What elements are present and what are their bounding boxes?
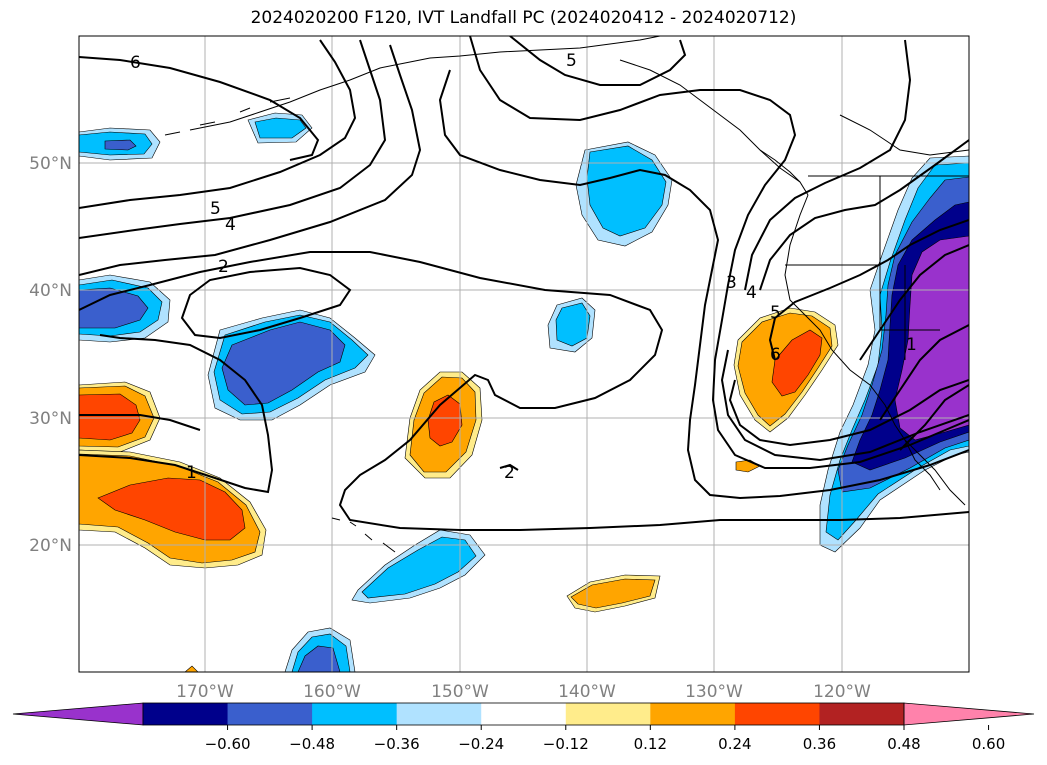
contour-inner-loop [728,379,969,447]
contour-label: 5 [566,51,577,71]
ivt-contours [79,36,969,531]
colorbar-tick-label: −0.36 [374,735,420,753]
colorbar: −0.60 −0.48 −0.36 −0.24 −0.12 0.12 0.24 0.36 0.4… [12,702,1035,753]
contour-nepac-2 [469,36,969,469]
contour-coast-3 [899,384,969,451]
contour-label: 4 [746,283,757,303]
lon-label: 170°W [176,682,234,702]
anomaly-region-small-blob-core [555,302,591,347]
lon-label: 130°W [685,682,743,702]
colorbar-tick-label: 0.24 [718,735,751,753]
lat-label: 20°N [29,536,72,556]
alaska-coast [189,36,661,131]
lon-label: 120°W [813,682,871,702]
map-frame [78,35,970,673]
colorbar-ticks: −0.60 −0.48 −0.36 −0.24 −0.12 0.12 0.24 0.36 0.4… [205,725,1005,753]
colorbar-cell [143,703,229,725]
lat-label: 40°N [29,281,72,301]
colorbar-tick-label: −0.60 [205,735,251,753]
lon-label: 160°W [303,682,361,702]
longitude-labels: 170°W 160°W 150°W 140°W 130°W 120°W [176,682,871,702]
contour-label: 6 [770,345,781,365]
contour-5-west [79,39,357,209]
colorbar-tick-label: −0.24 [458,735,504,753]
contour-coast-1 [859,244,969,361]
anomaly-region-topleft-royal [104,139,137,151]
contour-label: 5 [210,199,221,219]
colorbar-tick-label: −0.48 [289,735,335,753]
filled-anomaly-layer [79,112,969,672]
colorbar-cell [481,703,567,725]
contour-label: 5 [770,303,781,323]
vancouver-island [759,149,801,183]
anomaly-region-nepac-sky [586,145,667,237]
lat-label: 30°N [29,409,72,429]
contour-inner-4 [744,39,912,291]
contour-label: 2 [218,257,229,277]
colorbar-cell [819,703,905,725]
contour-label: 2 [504,463,515,483]
lon-label: 150°W [431,682,489,702]
contour-tiny-2 [499,463,519,471]
colorbar-cell [396,703,482,725]
colorbar-cell [565,703,651,725]
contour-inner-5 [759,139,969,291]
graticule [79,36,969,672]
colorbar-tick-label: −0.12 [543,735,589,753]
se-alaska-coast [619,59,809,196]
contour-3-west [79,44,422,276]
hawaii-islands [331,517,396,553]
lat-label: 50°N [29,154,72,174]
latitude-labels: 50°N 40°N 30°N 20°N [29,154,72,556]
anomaly-region-westcoast-purple [894,235,969,441]
colorbar-tick-label: 0.12 [634,735,667,753]
colorbar-cells [143,703,905,725]
map-plot-area: 6 5 4 2 1 5 3 4 5 6 2 1 [79,36,969,672]
contour-2-loop [180,266,352,340]
contour-label: 1 [186,463,197,483]
aleutians [164,97,291,136]
coastlines [164,36,969,553]
colorbar-cell [650,703,736,725]
contour-1-north [79,414,201,431]
contour-nepac-3 [438,69,969,500]
anomaly-region-central-royal [221,321,346,406]
state-border-1 [785,176,940,360]
contour-2-west [79,251,969,531]
contour-inner-6 [768,219,969,361]
colorbar-tick-label: 0.60 [972,735,1005,753]
colorbar-cell [312,703,398,725]
contour-label: 6 [130,53,141,73]
anomaly-region-farwest-royal [79,287,149,329]
anomaly-region-hawaii-sky [361,536,477,599]
contour-labels: 6 5 4 2 1 5 3 4 5 6 2 1 [130,51,917,483]
contour-inner-loop2 [720,349,969,462]
colorbar-tick-label: 0.48 [887,735,920,753]
colorbar-tick-label: 0.36 [803,735,836,753]
contour-nepac-5 [509,36,687,86]
contour-1-west [79,334,274,494]
anomaly-region-tiny-bottom [184,665,199,672]
lon-label: 140°W [558,682,616,702]
contour-label: 1 [906,335,917,355]
anomaly-region-farwest-red [79,393,141,441]
contour-6-west [79,56,320,161]
colorbar-extend-left [12,702,144,726]
anomaly-region-top-small-core [254,117,307,139]
contour-4-west [79,39,387,239]
anomaly-region-bottom-orange [570,578,656,609]
anomaly-region-coast-red [771,329,823,397]
contour-label: 3 [726,273,737,293]
anomaly-region-sw-red [97,477,246,541]
colorbar-extend-right [903,702,1035,726]
state-border-2 [839,114,969,156]
anomaly-region-bottom-royal [297,645,341,672]
colorbar-frame [142,702,905,726]
colorbar-cell [227,703,313,725]
contour-label: 4 [225,215,236,235]
colorbar-cell [734,703,820,725]
contour-coast-2 [879,324,969,421]
map-title: 2024020200 F120, IVT Landfall PC (202402… [250,8,797,28]
